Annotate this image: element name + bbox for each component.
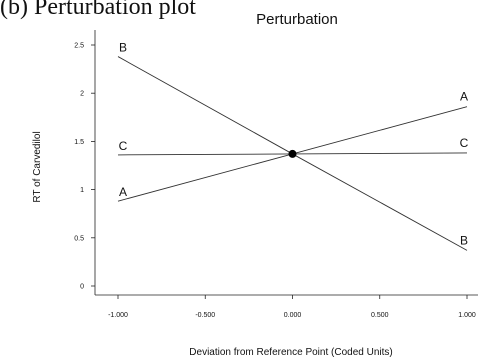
figure-caption: (b) Perturbation plot bbox=[0, 0, 196, 20]
series-label-b-right: B bbox=[460, 233, 468, 247]
y-axis-label: RT of Carvedilol bbox=[32, 131, 43, 202]
y-tick-label: 2.5 bbox=[74, 43, 84, 50]
x-axis-label: Deviation from Reference Point (Coded Un… bbox=[189, 347, 392, 358]
y-tick-label: 1 bbox=[80, 187, 84, 194]
series-label-b-left: B bbox=[119, 41, 127, 55]
series-label-a-right: A bbox=[460, 90, 468, 104]
x-tick-label: 0.000 bbox=[284, 312, 302, 319]
x-tick-label: 1.000 bbox=[458, 312, 476, 319]
x-tick-label: 0.500 bbox=[371, 312, 389, 319]
x-tick-label: -0.500 bbox=[195, 312, 215, 319]
series-label-a-left: A bbox=[119, 185, 127, 199]
series-label-c-right: C bbox=[460, 136, 469, 150]
reference-point-marker bbox=[288, 149, 297, 158]
x-tick-label: -1.000 bbox=[108, 312, 128, 319]
series-label-c-left: C bbox=[119, 139, 128, 153]
y-tick-label: 2 bbox=[80, 91, 84, 98]
y-tick-label: 0 bbox=[80, 284, 84, 291]
chart-title: Perturbation bbox=[256, 11, 338, 28]
y-tick-label: 0.5 bbox=[74, 235, 84, 242]
y-tick-label: 1.5 bbox=[74, 139, 84, 146]
